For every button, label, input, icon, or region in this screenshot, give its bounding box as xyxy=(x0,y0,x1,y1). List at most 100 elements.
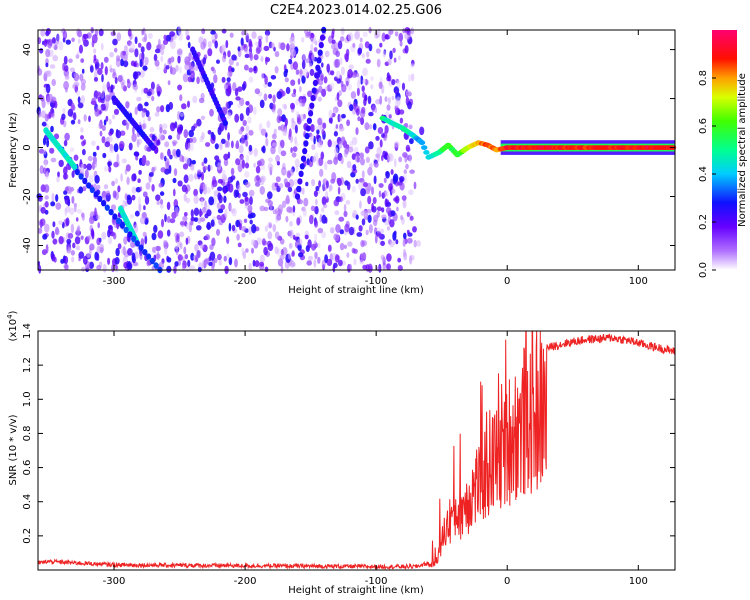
noise-speck xyxy=(109,51,114,58)
noise-speck xyxy=(61,113,66,121)
noise-speck xyxy=(130,241,136,248)
noise-speck xyxy=(217,178,223,184)
noise-speck xyxy=(255,182,261,187)
noise-speck xyxy=(183,212,188,217)
y-tick-label: 0.6 xyxy=(22,460,33,476)
diagonal-streak-point xyxy=(72,163,78,171)
noise-speck xyxy=(41,99,46,109)
noise-speck xyxy=(96,214,101,220)
diagonal-streak-point xyxy=(119,222,125,229)
noise-speck xyxy=(278,42,282,49)
noise-speck xyxy=(123,45,128,53)
noise-speck xyxy=(57,171,60,178)
noise-speck xyxy=(261,146,265,152)
noise-speck xyxy=(229,204,232,211)
noise-speck xyxy=(43,149,47,155)
noise-speck xyxy=(42,40,45,46)
noise-speck xyxy=(58,236,64,245)
noise-speck xyxy=(394,158,397,168)
noise-speck xyxy=(384,96,388,102)
noise-speck xyxy=(384,198,388,208)
noise-speck xyxy=(321,62,324,68)
noise-speck xyxy=(404,45,409,54)
snr-series-line xyxy=(37,330,676,571)
noise-speck xyxy=(362,264,368,270)
noise-speck xyxy=(50,201,56,207)
noise-speck xyxy=(158,132,164,142)
noise-speck xyxy=(283,70,288,78)
colorbar-tick-label: 0.2 xyxy=(698,214,709,230)
noise-speck xyxy=(328,117,333,124)
colorbar-tick-label: 0.6 xyxy=(698,118,709,134)
x-tick-label: -300 xyxy=(103,576,126,587)
noise-speck xyxy=(142,65,148,71)
noise-speck xyxy=(235,143,240,149)
noise-speck xyxy=(356,87,360,97)
noise-speck xyxy=(193,207,200,216)
noise-speck xyxy=(171,211,177,219)
noise-speck xyxy=(151,184,155,192)
noise-speck xyxy=(112,72,117,79)
noise-speck xyxy=(361,170,365,179)
diagonal-streak-point xyxy=(310,94,316,102)
noise-speck xyxy=(200,41,206,50)
noise-speck xyxy=(107,161,112,167)
noise-speck xyxy=(234,113,240,123)
noise-speck xyxy=(76,208,83,214)
noise-speck xyxy=(317,141,323,148)
noise-speck xyxy=(91,34,98,44)
noise-speck xyxy=(168,164,172,174)
noise-speck xyxy=(127,28,132,37)
noise-speck xyxy=(80,163,85,173)
diagonal-streak-point xyxy=(142,249,148,256)
carrier-trace-point xyxy=(421,145,428,151)
noise-speck xyxy=(187,41,191,49)
noise-speck xyxy=(339,57,343,65)
noise-speck xyxy=(104,141,111,148)
noise-speck xyxy=(280,264,284,274)
noise-speck xyxy=(145,182,151,190)
noise-speck xyxy=(169,218,176,224)
noise-speck xyxy=(80,78,86,85)
noise-speck xyxy=(308,255,314,261)
noise-speck xyxy=(157,90,161,97)
noise-speck xyxy=(318,157,324,167)
noise-speck xyxy=(308,62,312,68)
noise-speck xyxy=(176,233,180,240)
noise-speck xyxy=(71,37,75,43)
diagonal-streak-point xyxy=(86,182,92,189)
noise-speck xyxy=(113,108,120,115)
noise-speck xyxy=(339,229,344,235)
noise-speck xyxy=(100,103,107,111)
noise-speck xyxy=(64,65,69,72)
noise-speck xyxy=(276,115,281,124)
noise-speck xyxy=(103,166,109,172)
noise-speck xyxy=(225,101,229,111)
noise-speck xyxy=(43,184,50,193)
noise-speck xyxy=(177,48,183,55)
noise-speck xyxy=(117,243,122,250)
noise-speck xyxy=(159,199,164,205)
noise-speck xyxy=(175,210,179,217)
noise-speck xyxy=(249,196,253,206)
noise-speck xyxy=(275,154,280,163)
noise-speck xyxy=(409,255,413,265)
noise-speck xyxy=(101,125,106,132)
noise-speck xyxy=(61,222,65,229)
noise-speck xyxy=(284,197,291,205)
x-tick-label: 100 xyxy=(629,276,648,287)
noise-speck xyxy=(81,68,85,74)
noise-speck xyxy=(228,257,233,266)
noise-speck xyxy=(93,161,98,168)
noise-speck xyxy=(151,134,156,141)
noise-speck xyxy=(75,217,79,222)
noise-speck xyxy=(413,181,417,190)
noise-speck xyxy=(242,191,248,198)
noise-speck xyxy=(340,157,344,165)
noise-speck xyxy=(409,138,414,145)
snr-y-multiplier: (x104) xyxy=(6,310,19,341)
noise-speck xyxy=(276,161,280,166)
noise-speck xyxy=(46,95,51,102)
noise-speck xyxy=(238,128,243,135)
noise-speck xyxy=(304,29,309,35)
